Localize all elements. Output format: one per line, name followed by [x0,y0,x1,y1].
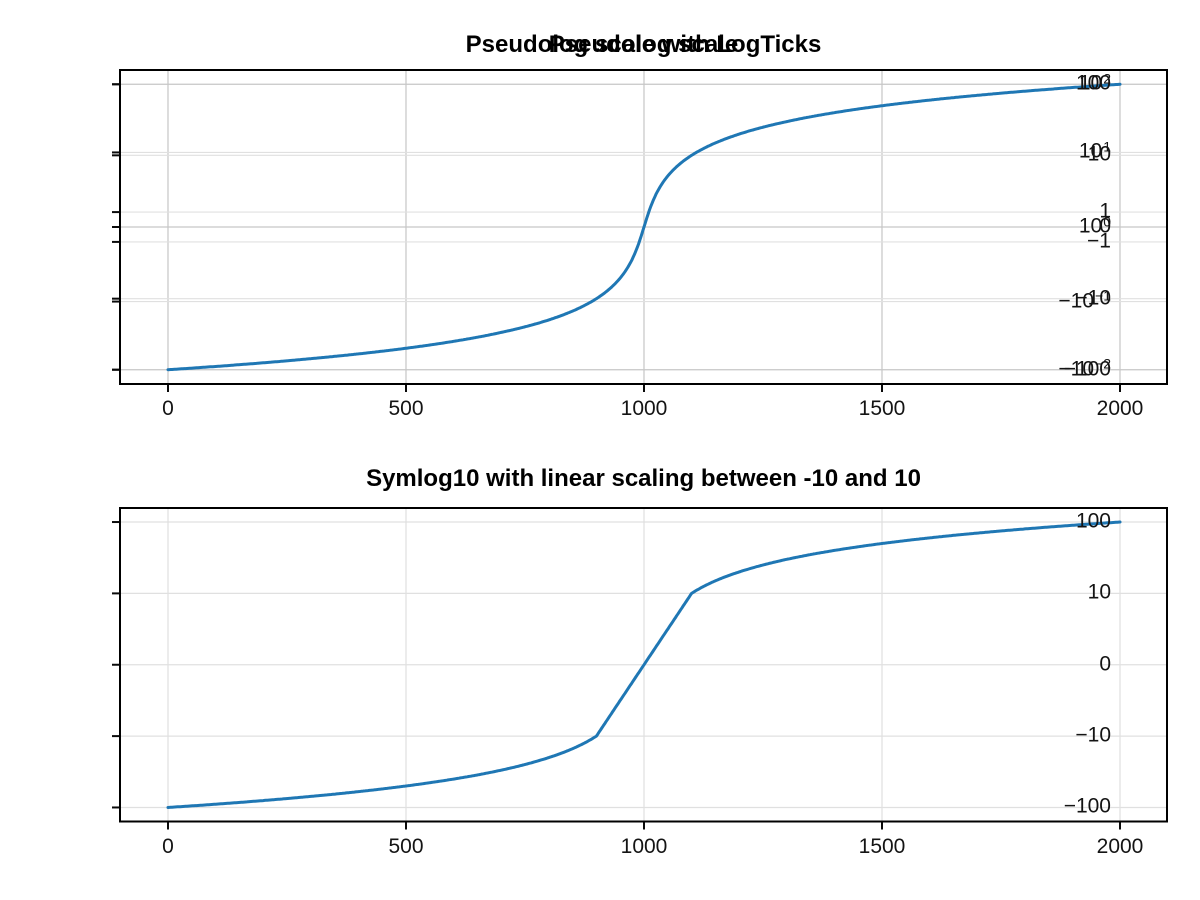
y-tick-exponent: 1 [1103,138,1111,155]
curve-line [166,82,1122,372]
x-tick-label: 2000 [1096,397,1144,420]
x-tick-label: 0 [162,397,174,420]
x-tick-label: 1500 [858,834,906,858]
y-tick-exponent: 0 [1103,213,1111,230]
x-tick-label: 500 [388,834,424,858]
plot-spine [119,507,1168,823]
y-tick-label: −10 [1075,723,1111,747]
y-tick-label: 10 [1087,142,1111,166]
x-tick-label: 1000 [620,834,668,858]
y-tick-exponent: −2 [1095,355,1111,372]
y-tick-label: −10−2 [1058,355,1111,381]
x-tick-label: 1500 [858,397,906,420]
plot-spine [119,69,1168,385]
y-tick-label: 100 [1075,71,1111,95]
curve-line [166,520,1122,809]
x-tick-label: 500 [388,397,424,420]
x-tick-label: 0 [162,834,174,858]
y-tick-exponent: −1 [1095,287,1111,304]
y-tick-label: −100 [1063,357,1111,381]
y-tick-label: −100 [1063,794,1111,818]
y-tick-label: 0 [1099,652,1111,676]
y-tick-label: −10−1 [1058,287,1111,313]
y-tick-label: −1 [1087,229,1111,253]
y-tick-label: 10 [1087,580,1111,604]
x-tick-label: 1000 [620,397,668,420]
y-tick-label: 100 [1078,213,1111,238]
y-tick-label: 101 [1078,138,1111,163]
y-tick-label: −10 [1075,286,1111,310]
y-tick-label: 100 [1075,509,1111,533]
y-tick-label: 1 [1099,199,1111,223]
bottom-plot-title: Symlog10 with linear scaling between -10… [366,465,921,492]
y-tick-label: 102 [1078,70,1111,95]
top-plot-title-pseudolog: Pseudolog scale [548,31,739,58]
x-tick-label: 2000 [1096,834,1144,858]
y-tick-label: 0 [1099,214,1111,238]
top-plot-title-logticks: Pseudolog scale with LogTicks [465,31,822,58]
y-tick-exponent: 2 [1103,70,1111,87]
